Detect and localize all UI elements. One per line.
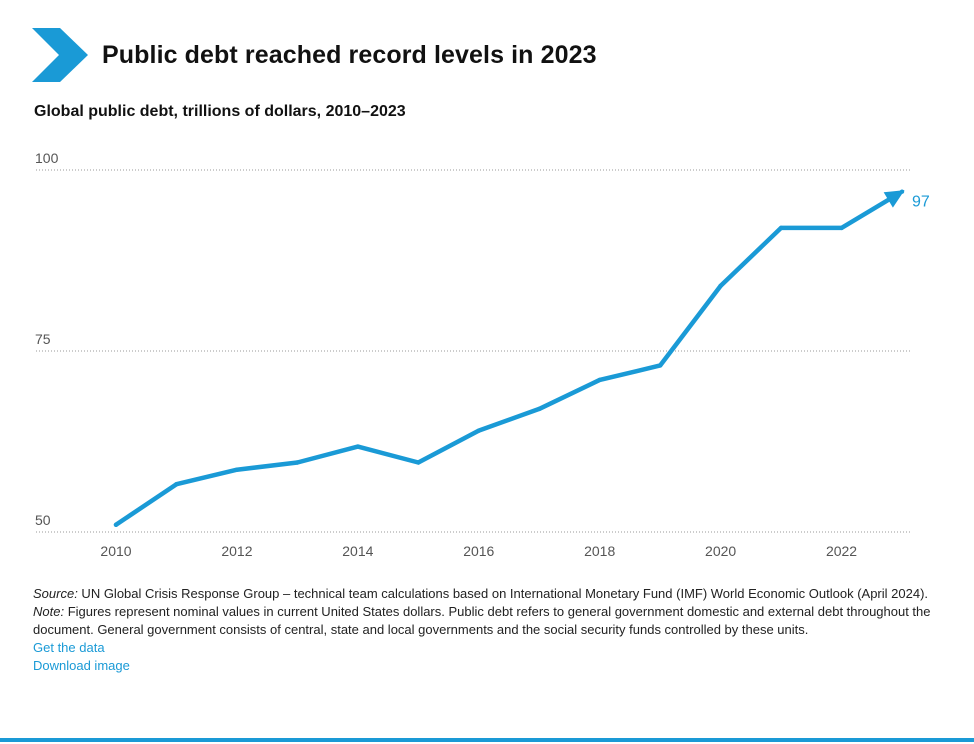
data-point-2020 [718,283,723,289]
y-tick-label-75: 75 [35,331,51,347]
x-tick-label-2022: 2022 [826,543,857,559]
download-image-link[interactable]: Download image [33,658,130,673]
bottom-accent-rule [0,738,974,742]
data-point-2023 [899,189,905,194]
data-point-2018 [597,377,602,383]
series-debt [113,189,905,528]
source-text: UN Global Crisis Response Group – techni… [77,586,929,601]
chart-title: Public debt reached record levels in 202… [102,40,597,69]
data-point-2017 [537,406,542,412]
footnotes: Source: UN Global Crisis Response Group … [33,585,953,675]
grid-lines [36,169,912,533]
get-data-link[interactable]: Get the data [33,640,105,655]
x-tick-label-2020: 2020 [705,543,736,559]
data-labels: 97 [912,194,930,211]
y-tick-label-100: 100 [35,150,59,166]
series-end-arrow [883,190,905,208]
y-axis-tick-labels: 50 75 100 [35,150,59,528]
y-tick-label-50: 50 [35,512,51,528]
x-tick-label-2010: 2010 [100,543,131,559]
line-chart: 50 75 100 2010 2012 2014 2016 2018 2020 2022 97 [35,150,930,559]
data-point-2019 [657,363,663,368]
source-note: Source: UN Global Crisis Response Group … [33,585,953,603]
data-point-2011 [174,482,179,487]
data-point-2010 [113,522,119,527]
note-text: Figures represent nominal values in curr… [33,604,931,637]
data-point-2022 [839,225,844,231]
methodology-note: Note: Figures represent nominal values i… [33,603,953,639]
data-point-2012 [234,467,240,472]
chevron-right-icon [32,28,88,82]
x-axis-tick-labels: 2010 2012 2014 2016 2018 2020 2022 [100,543,857,559]
x-tick-label-2018: 2018 [584,543,615,559]
series-line [113,197,892,528]
chart-subtitle: Global public debt, trillions of dollars… [34,103,406,120]
chart-header: Public debt reached record levels in 202… [32,28,597,82]
note-label: Note: [33,604,65,619]
x-tick-label-2014: 2014 [342,543,373,559]
data-point-2015 [416,460,421,465]
x-tick-label-2016: 2016 [463,543,494,559]
data-point-2013 [295,460,300,465]
end-value-label: 97 [912,194,930,211]
source-label: Source: [33,586,78,601]
data-point-2016 [476,428,481,433]
x-tick-label-2012: 2012 [221,543,252,559]
data-point-2014 [355,444,361,449]
data-point-2021 [778,225,784,231]
